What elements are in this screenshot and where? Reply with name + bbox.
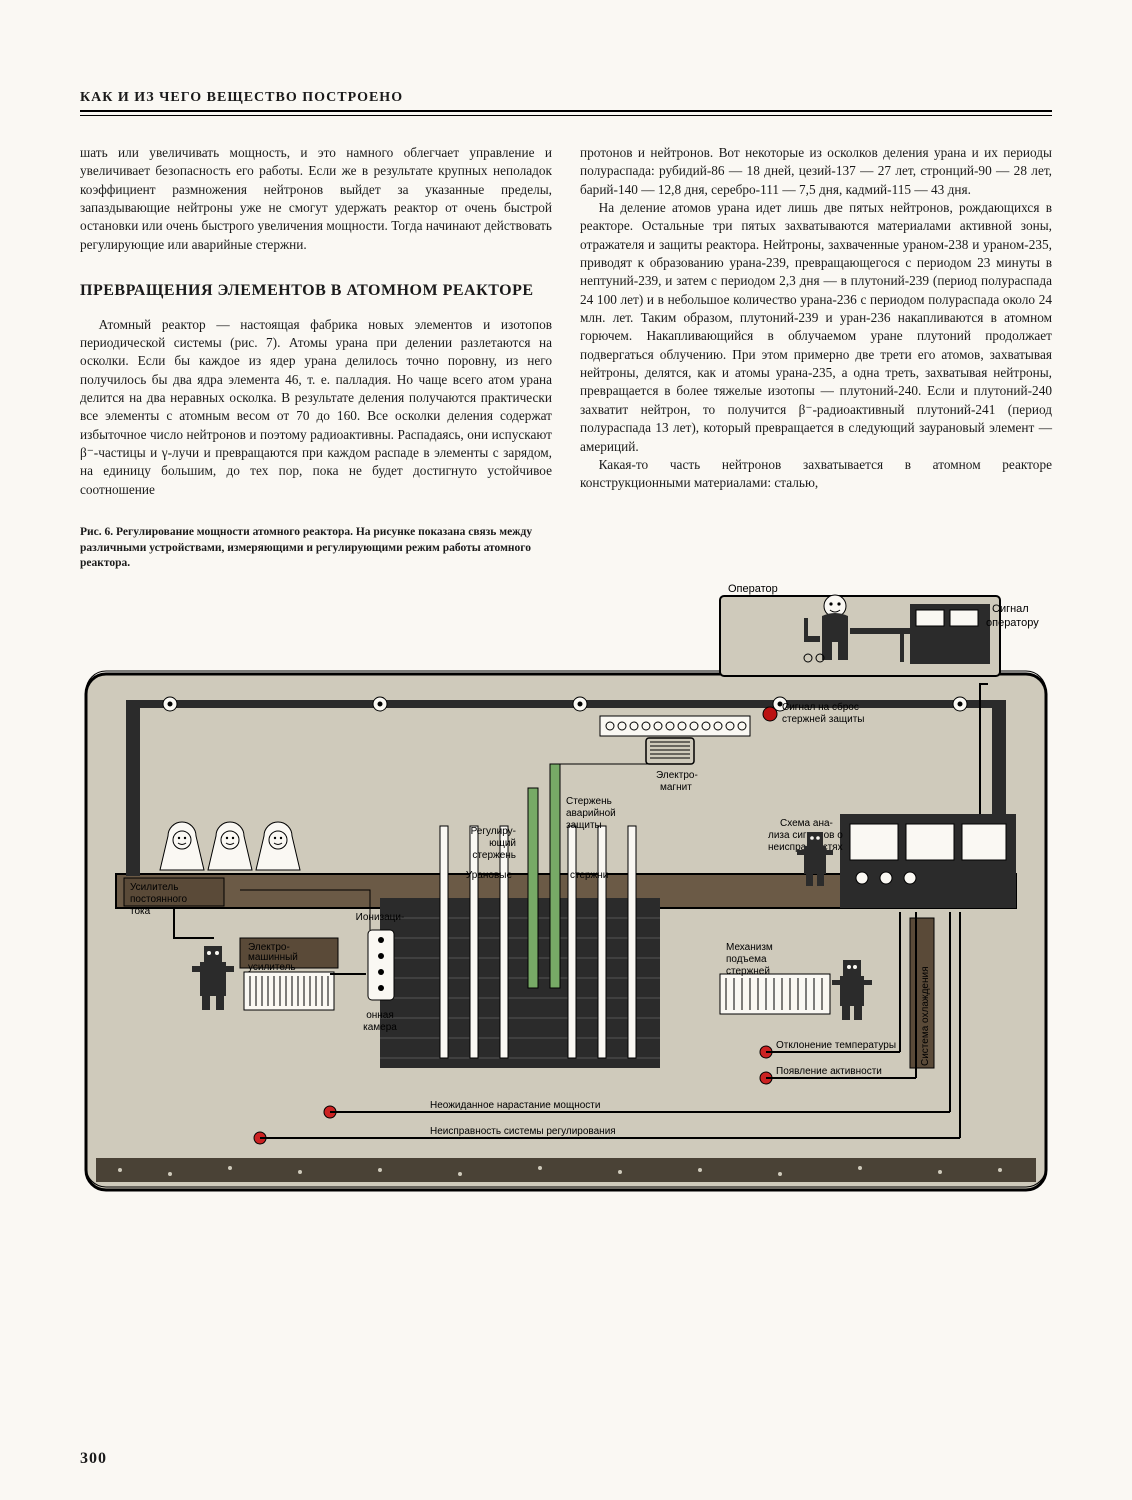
page: КАК И ИЗ ЧЕГО ВЕЩЕСТВО ПОСТРОЕНО шать ил… bbox=[0, 0, 1132, 1500]
figure-caption: Рис. 6. Регулирование мощности атомного … bbox=[80, 525, 552, 572]
right-column: протонов и нейтронов. Вот некоторые из о… bbox=[580, 144, 1052, 572]
svg-text:камера: камера bbox=[363, 1022, 397, 1033]
svg-text:стержней защиты: стержней защиты bbox=[782, 714, 864, 725]
reactor-diagram: Оператор Сигнал оператору bbox=[80, 578, 1052, 1198]
svg-text:аварийной: аварийной bbox=[566, 808, 616, 819]
svg-text:Электро-: Электро- bbox=[656, 770, 698, 781]
text-columns: шать или увеличивать мощность, и это нам… bbox=[80, 144, 1052, 572]
svg-text:Появление активности: Появление активности bbox=[776, 1066, 882, 1077]
svg-text:стержней: стержней bbox=[726, 966, 770, 977]
running-head: КАК И ИЗ ЧЕГО ВЕЩЕСТВО ПОСТРОЕНО bbox=[80, 90, 1052, 112]
svg-text:Неожиданное нарастание мощност: Неожиданное нарастание мощности bbox=[430, 1100, 600, 1111]
svg-text:магнит: магнит bbox=[660, 782, 692, 793]
left-p1: шать или увеличивать мощность, и это нам… bbox=[80, 144, 552, 254]
svg-text:Урановые: Урановые bbox=[466, 870, 513, 881]
svg-text:онная: онная bbox=[366, 1010, 394, 1021]
svg-text:Система охлаждения: Система охлаждения bbox=[920, 966, 931, 1066]
left-p2: Атомный реактор — настоящая фабрика новы… bbox=[80, 316, 552, 499]
signal-op-label-2: оператору bbox=[986, 617, 1039, 629]
svg-text:усилитель: усилитель bbox=[248, 962, 296, 973]
cooling-system: Система охлаждения bbox=[910, 918, 934, 1068]
left-column: шать или увеличивать мощность, и это нам… bbox=[80, 144, 552, 572]
svg-text:Сигнал на сброс: Сигнал на сброс bbox=[782, 701, 859, 713]
right-p2: На деление атомов урана идет лишь две пя… bbox=[580, 199, 1052, 456]
gauges-left bbox=[160, 822, 300, 870]
svg-text:стержень: стержень bbox=[472, 850, 516, 861]
page-number: 300 bbox=[80, 1450, 107, 1468]
section-title: ПРЕВРАЩЕНИЯ ЭЛЕМЕНТОВ В АТОМНОМ РЕАКТОРЕ bbox=[80, 280, 552, 302]
svg-text:защиты: защиты bbox=[566, 820, 602, 831]
svg-text:Стержень: Стержень bbox=[566, 796, 612, 807]
svg-text:Усилитель: Усилитель bbox=[130, 882, 178, 893]
svg-text:Механизм: Механизм bbox=[726, 942, 773, 953]
svg-text:Регулиру-: Регулиру- bbox=[471, 826, 516, 837]
svg-text:лиза сигналов о: лиза сигналов о bbox=[768, 830, 843, 841]
svg-text:Неисправность системы регулиро: Неисправность системы регулирования bbox=[430, 1126, 616, 1137]
svg-text:тока: тока bbox=[130, 906, 151, 917]
svg-text:Схема ана-: Схема ана- bbox=[780, 818, 833, 829]
right-p3: Какая-то часть нейтронов захватывается в… bbox=[580, 456, 1052, 493]
svg-text:подъема: подъема bbox=[726, 954, 767, 965]
svg-text:ющий: ющий bbox=[489, 838, 516, 849]
operator-label: Оператор bbox=[728, 583, 778, 595]
svg-text:постоянного: постоянного bbox=[130, 894, 187, 905]
header-rule bbox=[80, 115, 1052, 116]
svg-text:Ионизаци-: Ионизаци- bbox=[356, 912, 405, 923]
operator-area: Оператор Сигнал оператору bbox=[720, 583, 1039, 676]
signal-op-label-1: Сигнал bbox=[992, 603, 1029, 615]
svg-text:Отклонение температуры: Отклонение температуры bbox=[776, 1040, 896, 1051]
svg-text:стержни: стержни bbox=[570, 870, 608, 881]
right-p1: протонов и нейтронов. Вот некоторые из о… bbox=[580, 144, 1052, 199]
figure-wrap: Оператор Сигнал оператору bbox=[80, 578, 1052, 1203]
